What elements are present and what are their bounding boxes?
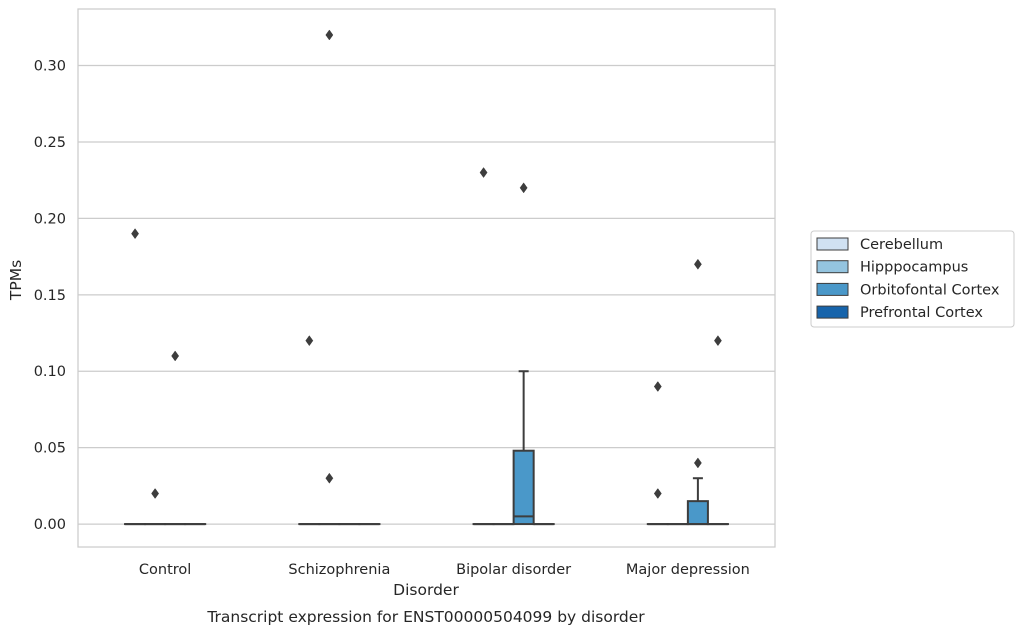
outlier-point [479, 167, 488, 178]
x-tick-label: Bipolar disorder [456, 562, 571, 578]
outlier-point [653, 488, 662, 499]
x-tick-label: Major depression [626, 562, 750, 578]
outlier-point [714, 335, 722, 347]
outlier-point [171, 350, 180, 362]
legend-label: Prefrontal Cortex [860, 305, 983, 321]
y-tick-label: 0.25 [34, 135, 66, 151]
outlier-point [325, 29, 334, 41]
outlier-point [325, 472, 334, 484]
outlier-point [653, 381, 662, 392]
y-tick-label: 0.30 [34, 59, 66, 75]
y-tick-label: 0.15 [34, 288, 66, 304]
outlier-point [305, 335, 314, 347]
legend-label: Orbitofontal Cortex [860, 282, 1000, 298]
y-tick-label: 0.00 [34, 517, 66, 533]
legend-swatch [816, 260, 849, 274]
gridlines [78, 64, 775, 525]
boxes-layer [124, 29, 729, 526]
x-tick-labels: Control Schizophrenia Bipolar disorder Majo… [139, 562, 750, 578]
outlier-point [151, 488, 160, 499]
legend-swatch [816, 237, 849, 251]
y-axis-label: TPMs [7, 260, 25, 301]
legend-label: Cerebellum [860, 237, 943, 253]
legend-label: Hipppocampus [860, 260, 968, 276]
x-tick-label: Control [139, 562, 191, 578]
legend-swatch [816, 305, 849, 319]
plot-frame [77, 8, 776, 548]
outlier-point [519, 182, 528, 194]
y-tick-labels: 0.00 0.05 0.10 0.15 0.20 0.25 0.30 [34, 59, 66, 534]
y-tick-label: 0.05 [34, 441, 66, 457]
x-axis-label: Disorder [393, 581, 459, 599]
outlier-point [131, 228, 139, 240]
y-tick-label: 0.20 [34, 211, 66, 227]
outlier-point [693, 457, 702, 469]
figure-caption: Transcript expression for ENST0000050409… [206, 608, 645, 626]
legend: Cerebellum Hipppocampus Orbitofontal Corte… [810, 230, 1015, 328]
outlier-point [693, 258, 702, 270]
box [512, 449, 535, 526]
legend-frame [810, 230, 1015, 328]
plot-area [78, 9, 775, 547]
y-tick-label: 0.10 [34, 364, 66, 380]
legend-swatch [816, 282, 849, 296]
box [686, 500, 709, 526]
x-tick-label: Schizophrenia [288, 562, 390, 578]
